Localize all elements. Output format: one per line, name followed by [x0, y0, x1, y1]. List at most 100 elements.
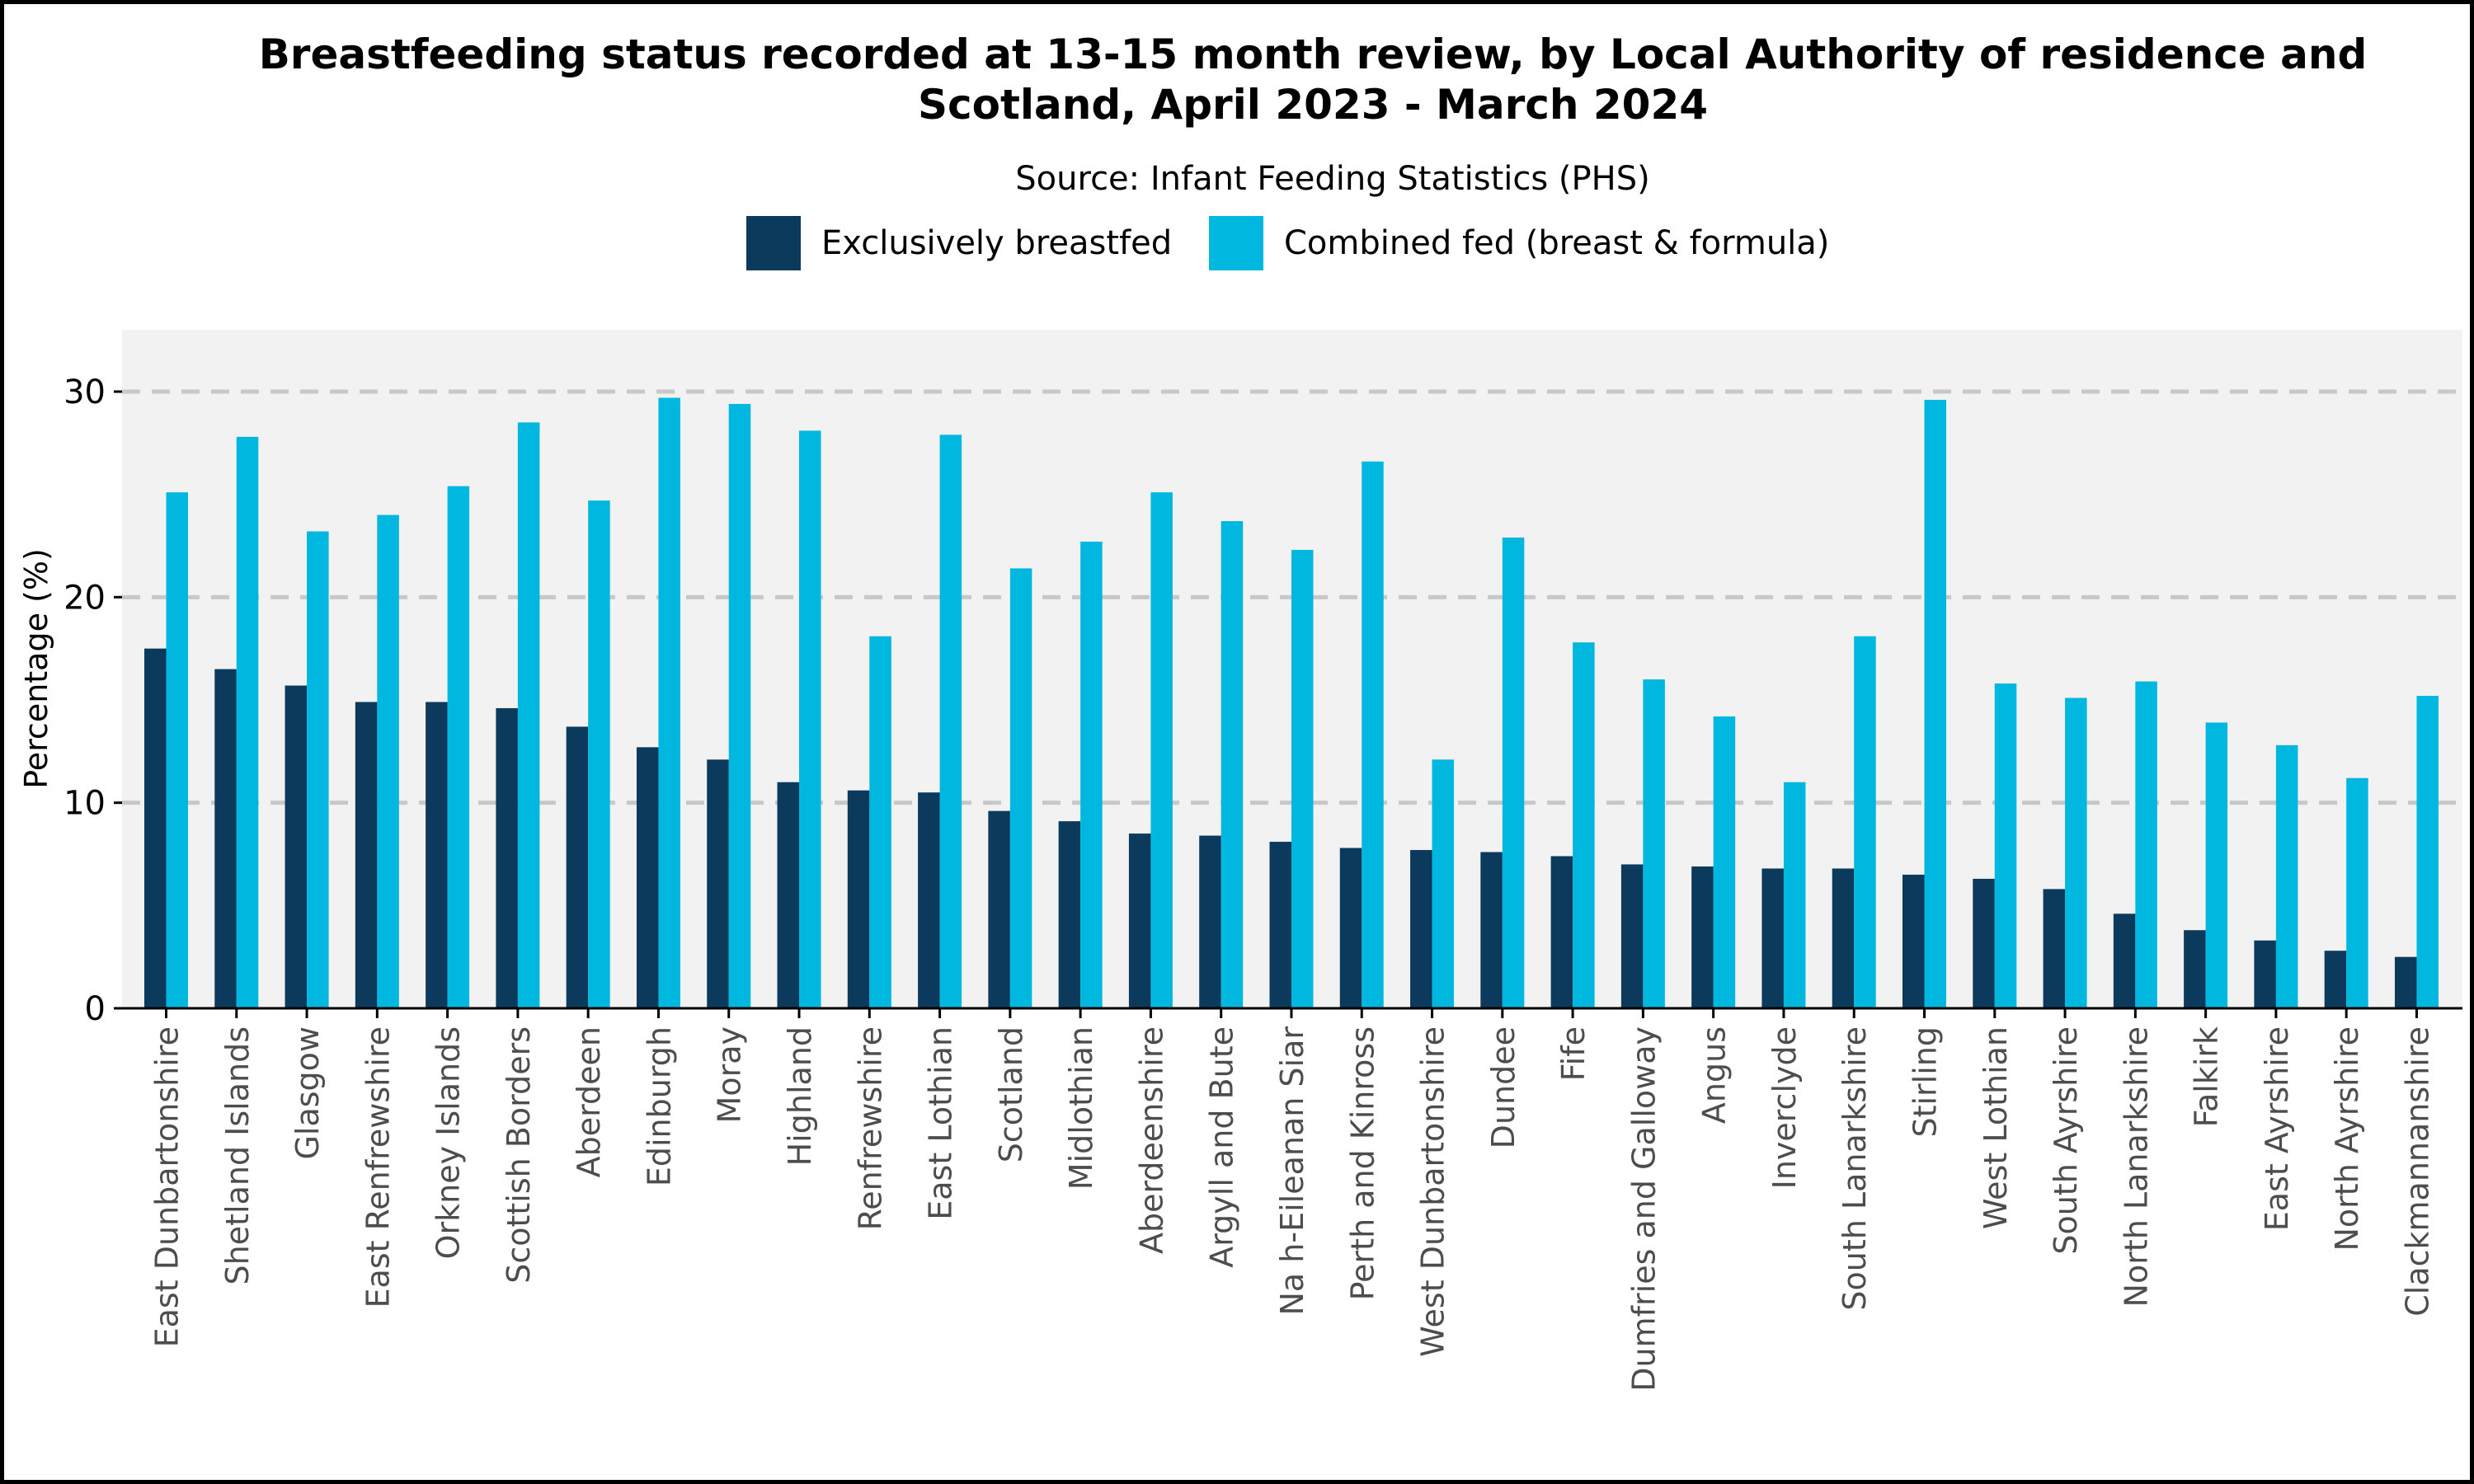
x-tick-label-5: Scottish Borders — [501, 1026, 537, 1284]
x-tick-label-9: Highland — [782, 1026, 818, 1166]
y-axis-label: Percentage (%) — [18, 548, 54, 789]
legend-label-combined-fed: Combined fed (breast & formula) — [1284, 224, 1829, 262]
y-tick-label-30: 30 — [63, 373, 106, 411]
bar-exclusively-breastfed-9 — [777, 782, 800, 1008]
legend-swatch-exclusively-breastfed — [746, 216, 801, 270]
x-tick-label-14: Aberdeenshire — [1133, 1026, 1169, 1254]
bar-exclusively-breastfed-31 — [2324, 951, 2347, 1008]
bar-exclusively-breastfed-22 — [1691, 866, 1714, 1008]
x-tick-label-13: Midlothian — [1063, 1026, 1099, 1190]
x-tick-label-28: North Lanarkshire — [2118, 1026, 2154, 1307]
x-tick-label-27: South Ayrshire — [2048, 1026, 2084, 1255]
bar-combined-fed-1 — [236, 436, 259, 1008]
bar-exclusively-breastfed-4 — [426, 702, 448, 1008]
y-tick-label-20: 20 — [63, 579, 106, 617]
bar-exclusively-breastfed-8 — [707, 759, 729, 1008]
x-tick-label-0: East Dunbartonshire — [149, 1026, 186, 1347]
bar-exclusively-breastfed-18 — [1410, 850, 1432, 1008]
x-tick-label-4: Orkney Islands — [430, 1026, 467, 1259]
bar-exclusively-breastfed-16 — [1269, 842, 1291, 1008]
bar-combined-fed-27 — [2065, 697, 2087, 1008]
bar-exclusively-breastfed-17 — [1339, 848, 1362, 1008]
x-tick-label-21: Dumfries and Galloway — [1625, 1026, 1662, 1392]
bar-exclusively-breastfed-27 — [2043, 889, 2066, 1008]
bar-combined-fed-31 — [2346, 777, 2368, 1008]
x-tick-label-10: Renfrewshire — [852, 1026, 888, 1230]
bar-combined-fed-12 — [1009, 568, 1032, 1008]
bar-exclusively-breastfed-3 — [355, 702, 378, 1008]
chart-title-line-2: Scotland, April 2023 - March 2024 — [918, 81, 1708, 129]
bar-combined-fed-3 — [377, 514, 399, 1008]
legend-swatch-combined-fed — [1209, 216, 1263, 270]
bar-combined-fed-14 — [1150, 492, 1173, 1008]
x-tick-label-11: East Lothian — [923, 1026, 959, 1220]
x-tick-label-24: South Lanarkshire — [1837, 1026, 1873, 1311]
bar-combined-fed-22 — [1713, 716, 1736, 1008]
x-tick-label-16: Na h-Eileanan Siar — [1274, 1026, 1310, 1316]
x-tick-label-18: West Dunbartonshire — [1415, 1026, 1451, 1357]
x-tick-label-25: Stirling — [1907, 1026, 1944, 1138]
bar-exclusively-breastfed-32 — [2394, 956, 2417, 1008]
x-tick-label-15: Argyll and Bute — [1204, 1026, 1240, 1268]
x-axis-ticks: East Dunbartonshire Shetland Islands Glasg… — [149, 1008, 2435, 1392]
bar-exclusively-breastfed-15 — [1199, 835, 1221, 1008]
bar-combined-fed-6 — [588, 500, 610, 1008]
chart-title-line-1: Breastfeeding status recorded at 13-15 m… — [259, 31, 2368, 78]
y-axis-ticks: 0 10 20 30 — [63, 373, 122, 1028]
x-tick-label-26: West Lothian — [1978, 1026, 2014, 1229]
bar-combined-fed-24 — [1854, 636, 1876, 1008]
chart-subtitle: Source: Infant Feeding Statistics (PHS) — [1015, 160, 1649, 198]
x-tick-label-22: Angus — [1696, 1026, 1733, 1124]
x-tick-label-31: North Ayrshire — [2329, 1026, 2365, 1252]
bar-exclusively-breastfed-11 — [918, 792, 940, 1008]
x-tick-label-12: Scotland — [993, 1026, 1029, 1162]
bar-exclusively-breastfed-29 — [2184, 930, 2206, 1008]
x-tick-label-23: Inverclyde — [1766, 1026, 1803, 1189]
legend: Exclusively breastfed Combined fed (brea… — [746, 216, 1829, 270]
x-tick-label-1: Shetland Islands — [219, 1026, 256, 1284]
bar-exclusively-breastfed-13 — [1058, 821, 1081, 1008]
x-tick-label-8: Moray — [712, 1026, 748, 1123]
bar-exclusively-breastfed-5 — [496, 707, 518, 1008]
bar-exclusively-breastfed-24 — [1832, 868, 1855, 1008]
bar-exclusively-breastfed-2 — [285, 685, 308, 1008]
bar-combined-fed-23 — [1783, 782, 1806, 1008]
bar-combined-fed-25 — [1924, 399, 1946, 1008]
bar-combined-fed-32 — [2416, 696, 2439, 1008]
bar-exclusively-breastfed-14 — [1128, 834, 1151, 1008]
bar-combined-fed-18 — [1432, 759, 1455, 1008]
bar-combined-fed-13 — [1080, 542, 1103, 1008]
bar-exclusively-breastfed-28 — [2113, 913, 2136, 1008]
bar-combined-fed-19 — [1502, 538, 1525, 1008]
x-tick-label-30: East Ayrshire — [2259, 1026, 2295, 1231]
bar-exclusively-breastfed-6 — [566, 726, 589, 1008]
bar-exclusively-breastfed-12 — [988, 810, 1010, 1008]
bar-combined-fed-4 — [447, 486, 470, 1008]
bar-combined-fed-5 — [517, 422, 540, 1008]
bar-combined-fed-15 — [1221, 521, 1244, 1008]
bar-exclusively-breastfed-10 — [847, 790, 870, 1008]
bar-combined-fed-7 — [658, 397, 680, 1009]
bar-combined-fed-9 — [799, 430, 821, 1008]
x-tick-label-29: Falkirk — [2189, 1026, 2225, 1127]
bar-combined-fed-29 — [2205, 722, 2228, 1008]
bar-exclusively-breastfed-23 — [1761, 868, 1784, 1008]
bar-combined-fed-21 — [1643, 679, 1665, 1008]
bar-combined-fed-8 — [728, 403, 751, 1009]
bar-combined-fed-26 — [1994, 683, 2017, 1008]
bar-combined-fed-20 — [1573, 642, 1595, 1008]
bars — [144, 397, 2439, 1009]
x-tick-label-19: Dundee — [1485, 1026, 1522, 1148]
x-tick-label-2: Glasgow — [289, 1026, 326, 1160]
bar-exclusively-breastfed-1 — [214, 669, 237, 1008]
bar-exclusively-breastfed-0 — [144, 648, 167, 1008]
bar-exclusively-breastfed-30 — [2254, 940, 2276, 1008]
bar-exclusively-breastfed-7 — [636, 747, 659, 1008]
bar-combined-fed-11 — [939, 434, 962, 1008]
y-tick-label-0: 0 — [85, 990, 106, 1028]
bar-exclusively-breastfed-20 — [1550, 856, 1573, 1008]
bar-exclusively-breastfed-21 — [1620, 864, 1644, 1008]
bar-chart: Breastfeeding status recorded at 13-15 m… — [18, 31, 2462, 1392]
bar-combined-fed-28 — [2135, 681, 2157, 1008]
